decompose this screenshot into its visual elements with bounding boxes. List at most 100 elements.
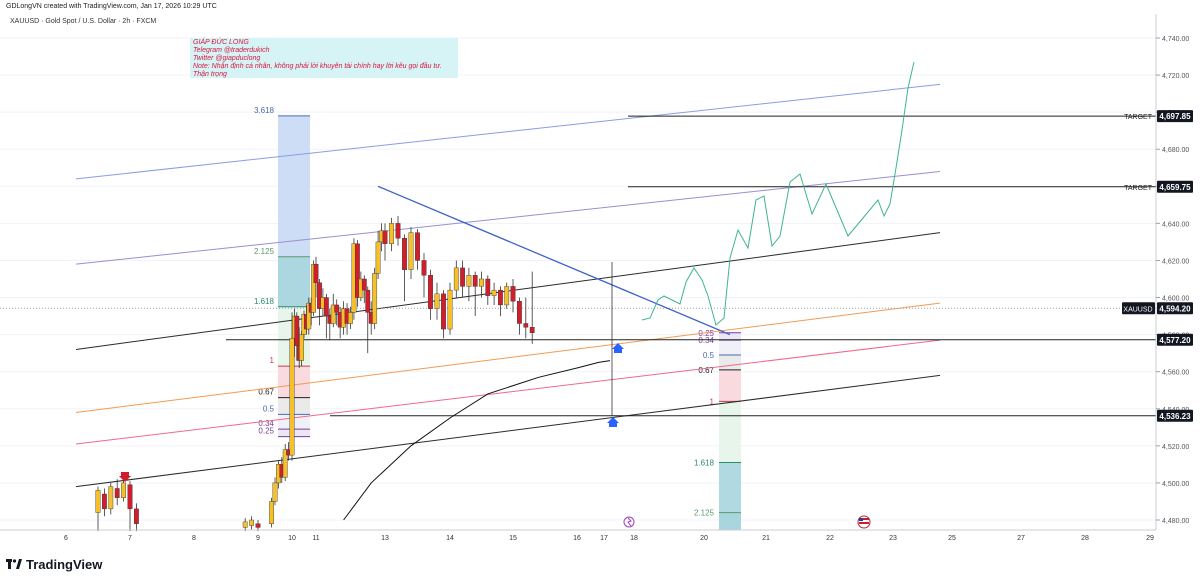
x-tick-label: 25 (948, 535, 956, 542)
fib-zone (719, 512, 741, 530)
candle (330, 293, 336, 328)
candle-body (289, 338, 295, 456)
candle (365, 286, 371, 354)
fib-zone (278, 256, 310, 307)
target-label: TARGET (1124, 185, 1153, 192)
x-tick-label: 16 (573, 535, 581, 542)
x-tick-label: 20 (700, 535, 708, 542)
candle (472, 271, 478, 317)
candle-body (523, 323, 529, 328)
candle (255, 520, 261, 532)
y-tick-label: 4,720.00 (1162, 73, 1189, 80)
x-tick-label: 29 (1146, 535, 1154, 542)
fib-level-label: 1 (710, 397, 715, 406)
lower-black-channel-line (75, 374, 941, 488)
candle (361, 275, 367, 304)
moving-average-line (343, 360, 611, 521)
fib-level-label: 0.5 (703, 351, 715, 360)
candle (460, 260, 465, 298)
x-tick-label: 14 (446, 535, 454, 542)
fib-zone (719, 369, 741, 402)
candle (453, 260, 459, 298)
candle (395, 215, 401, 246)
candle-body (282, 449, 288, 478)
candle-body (299, 334, 304, 361)
candle-body (101, 493, 107, 510)
candles (95, 215, 535, 532)
note-line: Telegram @traderdukich (193, 47, 270, 54)
candle (466, 267, 472, 302)
candle (523, 297, 529, 339)
note-line: Thận trọng (193, 71, 227, 78)
footer-brand[interactable]: TradingView (6, 556, 102, 572)
candle-body (453, 267, 459, 291)
x-tick-label: 6 (64, 535, 68, 542)
candle-body (334, 304, 340, 313)
candle (491, 282, 497, 305)
candle (408, 227, 414, 279)
fib-level-label: 0.67 (258, 388, 274, 397)
candle-body (466, 275, 472, 287)
fib-level-label: 2.125 (694, 509, 715, 518)
candle-body (485, 278, 491, 296)
y-tick-label: 4,520.00 (1162, 444, 1189, 451)
blue-channel-line (75, 83, 941, 180)
candle (108, 482, 114, 515)
candle-body (317, 282, 322, 309)
price-tag-value: 4,659.75 (1159, 183, 1191, 192)
candle-body (95, 490, 101, 513)
candle-body (498, 289, 503, 306)
y-tick-label: 4,740.00 (1162, 36, 1189, 43)
author-note: GIÁP ĐỨC LONG Telegram @traderdukich Twi… (190, 38, 458, 78)
candle-body (242, 521, 248, 528)
projection-path (641, 61, 915, 326)
candle-body (389, 223, 394, 244)
candle (441, 290, 446, 339)
candle (504, 282, 510, 309)
fib-level-label: 0.34 (258, 419, 274, 428)
candle-body (114, 488, 120, 498)
red-channel-line (75, 339, 941, 445)
x-tick-label: 9 (256, 535, 260, 542)
price-tag: 4,659.75 TARGET (1124, 180, 1193, 193)
x-tick-label: 11 (312, 535, 319, 542)
created-by-line: GDLongVN created with TradingView.com, J… (6, 3, 217, 10)
candle (498, 286, 503, 317)
candle (317, 279, 322, 326)
x-tick-label: 7 (128, 535, 132, 542)
time-axis: 6 7 8 9 10 11 13 14 15 16 17 18 20 21 22 23 25 27 28 29 (0, 529, 1156, 542)
candle-body (108, 486, 114, 510)
down-arrow-icon (119, 472, 131, 482)
candle-body (402, 238, 407, 270)
channel-lines (0, 61, 1156, 521)
x-tick-label: 23 (889, 535, 897, 542)
note-line: GIÁP ĐỨC LONG (193, 39, 249, 46)
candle-body (127, 484, 133, 510)
candle-body (355, 243, 360, 298)
candle-body (330, 304, 336, 324)
candle-body (269, 501, 274, 524)
fib-zone (719, 462, 741, 513)
fib-zone (719, 401, 741, 463)
x-tick-label: 21 (762, 535, 770, 542)
grid (0, 37, 1156, 521)
candle-body (255, 523, 261, 528)
y-tick-label: 4,640.00 (1162, 221, 1189, 228)
candle-body (375, 241, 381, 274)
price-tag-box (1157, 110, 1193, 123)
candle (282, 443, 288, 482)
price-tag-value: 4,697.85 (1159, 112, 1191, 121)
price-tag: 4,577.20 (1157, 333, 1193, 346)
candle-body (472, 275, 478, 287)
candle-body (517, 301, 522, 324)
price-tag: 4,536.23 (1157, 409, 1193, 422)
x-tick-label: 17 (600, 535, 608, 542)
candle-body (313, 263, 319, 283)
annotations (119, 262, 871, 529)
candle-body (294, 315, 300, 346)
fib-level-label: 2.125 (254, 247, 275, 256)
price-chart[interactable]: 3.6182.1251.61810.670.50.340.250.250.340… (0, 0, 1200, 556)
candle (421, 253, 427, 298)
candle (269, 497, 274, 528)
candle-body (428, 275, 433, 309)
